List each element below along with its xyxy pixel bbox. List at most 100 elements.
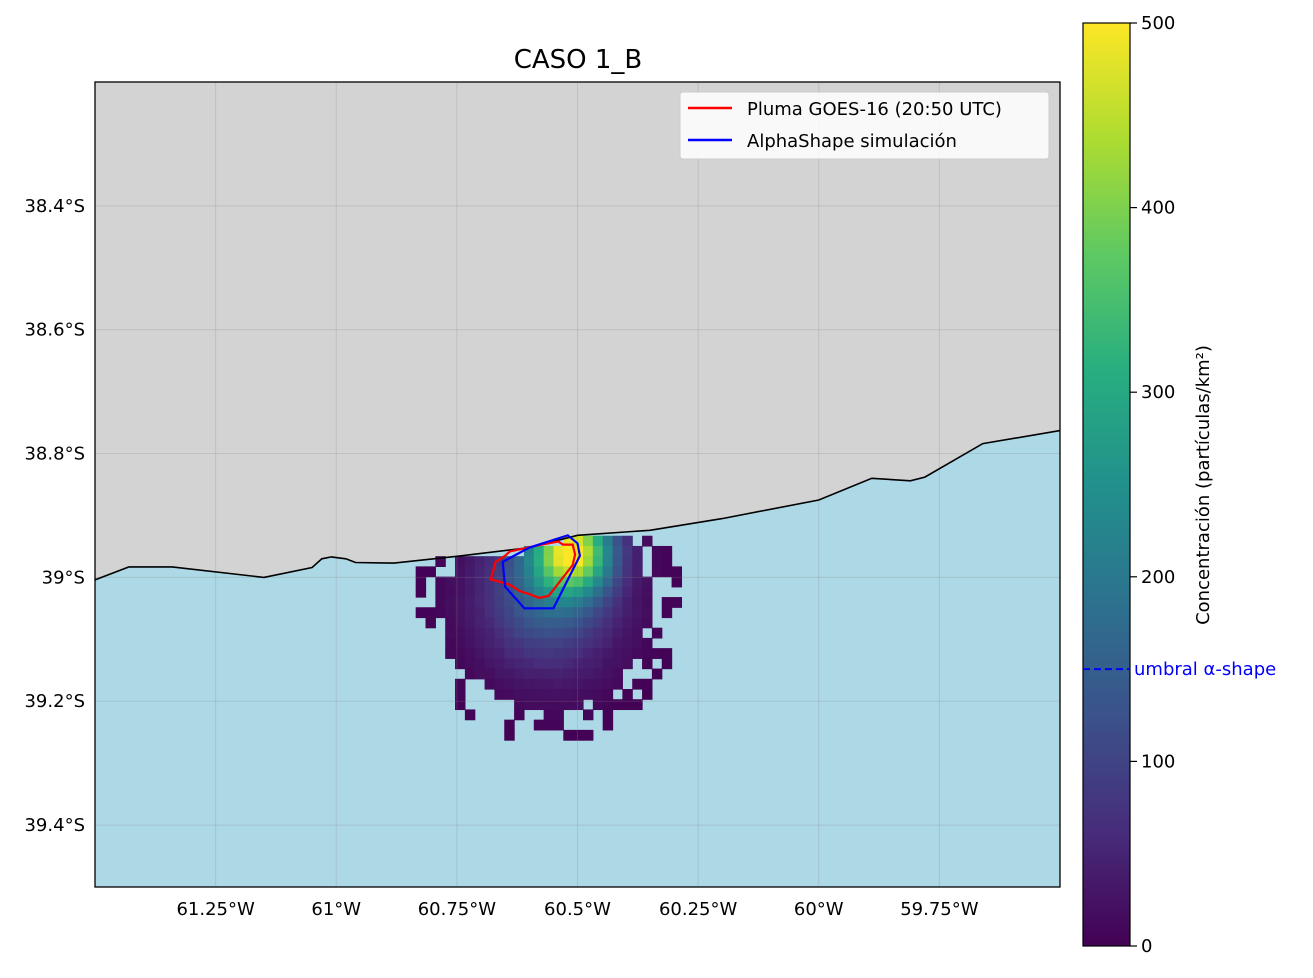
heat-cell bbox=[563, 556, 574, 567]
heat-cell bbox=[553, 709, 564, 721]
heat-cell bbox=[642, 678, 653, 690]
heat-cell bbox=[563, 637, 574, 649]
heat-cell bbox=[514, 576, 525, 588]
heat-cell bbox=[651, 648, 663, 659]
heat-cell bbox=[592, 535, 604, 547]
legend-label-goes: Pluma GOES-16 (20:50 UTC) bbox=[747, 99, 1002, 120]
heat-cell bbox=[464, 586, 476, 598]
heat-cell bbox=[612, 556, 623, 567]
legend-label-alpha: AlphaShape simulación bbox=[747, 131, 957, 152]
heat-cell bbox=[583, 597, 594, 608]
heat-cell bbox=[543, 607, 555, 619]
heat-cell bbox=[651, 556, 663, 567]
heat-cell bbox=[553, 637, 564, 649]
heat-cell bbox=[553, 586, 564, 598]
heat-cell bbox=[573, 637, 584, 649]
heat-cell bbox=[514, 658, 525, 670]
y-axis-ticks: 38.4°S 38.6°S 38.8°S 39°S 39.2°S 39.4°S bbox=[24, 196, 85, 836]
heat-cell bbox=[573, 556, 584, 567]
heat-cell bbox=[632, 627, 643, 639]
heat-cell bbox=[455, 597, 466, 608]
heat-cell bbox=[494, 627, 505, 639]
heat-cell bbox=[553, 699, 564, 711]
heat-cell bbox=[543, 586, 555, 598]
colorbar-tick-label: 100 bbox=[1141, 751, 1175, 772]
heat-cell bbox=[435, 576, 446, 588]
heat-cell bbox=[583, 668, 594, 680]
heat-cell bbox=[573, 658, 584, 670]
heat-cell bbox=[651, 627, 663, 639]
heat-cell bbox=[425, 607, 436, 619]
heat-cell bbox=[504, 556, 515, 567]
heat-cell bbox=[642, 617, 653, 629]
heat-cell bbox=[573, 648, 584, 659]
heat-cell bbox=[523, 637, 535, 649]
heat-cell bbox=[435, 607, 446, 619]
heat-cell bbox=[523, 556, 535, 567]
heat-cell bbox=[592, 648, 604, 659]
heat-cell bbox=[661, 597, 673, 608]
heat-cell bbox=[553, 689, 564, 700]
heat-cell bbox=[523, 576, 535, 588]
heat-cell bbox=[504, 678, 515, 690]
y-tick-label: 38.6°S bbox=[24, 320, 85, 341]
heat-cell bbox=[455, 658, 466, 670]
heat-cell bbox=[543, 709, 555, 721]
colorbar-tick-label: 400 bbox=[1141, 198, 1175, 219]
threshold-label: umbral α-shape bbox=[1134, 659, 1276, 680]
heat-cell bbox=[435, 597, 446, 608]
heat-cell bbox=[464, 648, 476, 659]
heat-cell bbox=[455, 689, 466, 700]
heat-cell bbox=[523, 658, 535, 670]
heat-cell bbox=[445, 576, 456, 588]
heat-cell bbox=[474, 556, 486, 567]
heat-cell bbox=[612, 699, 623, 711]
heat-cell bbox=[622, 607, 633, 619]
heat-cell bbox=[474, 637, 486, 649]
heat-cell bbox=[563, 617, 574, 629]
heat-cell bbox=[415, 566, 427, 578]
heat-cell bbox=[661, 648, 673, 659]
heat-cell bbox=[602, 689, 614, 700]
heat-cell bbox=[523, 668, 535, 680]
heat-cell bbox=[543, 648, 555, 659]
coastline bbox=[95, 429, 1060, 581]
heat-cell bbox=[583, 637, 594, 649]
heat-cell bbox=[602, 637, 614, 649]
heat-cell bbox=[523, 699, 535, 711]
heat-cell bbox=[553, 678, 564, 690]
heat-cell bbox=[632, 648, 643, 659]
heat-cell bbox=[602, 607, 614, 619]
heat-cell bbox=[494, 617, 505, 629]
heat-cell bbox=[612, 617, 623, 629]
heat-cell bbox=[514, 648, 525, 659]
heat-cell bbox=[514, 678, 525, 690]
heat-cell bbox=[455, 556, 466, 567]
heat-cell bbox=[632, 678, 643, 690]
heat-cell bbox=[622, 658, 633, 670]
heat-cell bbox=[612, 586, 623, 598]
heat-cell bbox=[622, 566, 633, 578]
heat-cell bbox=[445, 648, 456, 659]
heat-cell bbox=[573, 729, 584, 741]
heat-cell bbox=[533, 658, 545, 670]
heat-cell bbox=[553, 627, 564, 639]
heat-cell bbox=[533, 668, 545, 680]
heat-cell bbox=[632, 597, 643, 608]
heat-cell bbox=[455, 648, 466, 659]
heat-cell bbox=[474, 586, 486, 598]
heat-cell bbox=[602, 668, 614, 680]
heat-cell bbox=[632, 556, 643, 567]
heat-cell bbox=[533, 627, 545, 639]
heat-cell bbox=[642, 535, 653, 547]
map-plot-area bbox=[95, 82, 1060, 887]
heat-cell bbox=[464, 709, 476, 721]
heat-cell bbox=[494, 689, 505, 700]
heat-cell bbox=[592, 576, 604, 588]
heat-cell bbox=[651, 566, 663, 578]
heat-cell bbox=[504, 576, 515, 588]
heat-cell bbox=[651, 668, 663, 680]
y-tick-label: 38.4°S bbox=[24, 196, 85, 217]
heat-cell bbox=[573, 617, 584, 629]
